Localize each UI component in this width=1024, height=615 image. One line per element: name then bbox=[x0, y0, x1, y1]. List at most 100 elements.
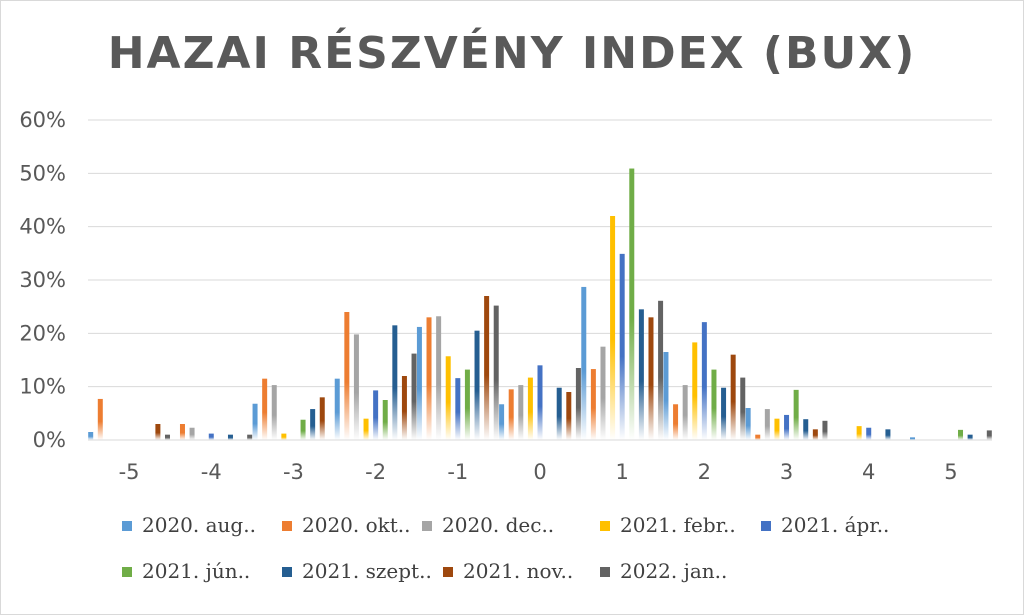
chart-title: HAZAI RÉSZVÉNY INDEX (BUX) bbox=[107, 28, 917, 79]
bar bbox=[701, 322, 707, 440]
legend-label: 2021. jún.. bbox=[142, 559, 250, 583]
bar bbox=[648, 317, 654, 440]
bar bbox=[764, 409, 770, 440]
legend-item: 2022. jan.. bbox=[600, 559, 727, 583]
legend-label: 2021. febr.. bbox=[620, 513, 736, 537]
legend-label: 2021. ápr.. bbox=[781, 513, 889, 537]
legend-label: 2021. nov.. bbox=[463, 559, 573, 583]
bar bbox=[575, 368, 581, 440]
bar bbox=[179, 424, 185, 440]
bar bbox=[464, 369, 470, 440]
bar bbox=[658, 300, 664, 440]
legend-label: 2021. szept.. bbox=[302, 559, 432, 583]
bar bbox=[518, 385, 524, 440]
y-tick-label: 30% bbox=[19, 268, 66, 292]
bar bbox=[436, 316, 442, 440]
bar bbox=[252, 403, 258, 440]
bar bbox=[426, 317, 432, 440]
bar bbox=[97, 398, 103, 440]
bar bbox=[986, 430, 992, 440]
legend-swatch bbox=[422, 521, 432, 531]
legend-item: 2021. szept.. bbox=[282, 559, 432, 583]
bar bbox=[401, 376, 407, 440]
bar bbox=[227, 434, 233, 440]
bar bbox=[692, 342, 698, 440]
legend-swatch bbox=[122, 567, 132, 577]
bar bbox=[247, 434, 253, 440]
bar bbox=[793, 389, 799, 440]
legend-label: 2020. dec.. bbox=[442, 513, 554, 537]
bar bbox=[629, 168, 635, 441]
x-tick-label: -5 bbox=[119, 460, 140, 484]
x-tick-label: 1 bbox=[615, 460, 628, 484]
bar bbox=[566, 392, 572, 440]
bar bbox=[537, 365, 543, 440]
bar bbox=[958, 429, 964, 440]
bar bbox=[363, 418, 369, 440]
bar bbox=[493, 305, 499, 440]
x-tick-label: -3 bbox=[283, 460, 304, 484]
bar bbox=[353, 334, 359, 440]
bar bbox=[755, 434, 761, 440]
bar bbox=[663, 352, 669, 440]
bar bbox=[382, 400, 388, 440]
legend-item: 2020. dec.. bbox=[422, 513, 554, 537]
x-tick-label: 3 bbox=[780, 460, 793, 484]
bar bbox=[556, 387, 562, 440]
bar bbox=[822, 420, 828, 440]
bar bbox=[619, 253, 625, 440]
x-tick-label: 0 bbox=[533, 460, 546, 484]
legend-swatch bbox=[443, 567, 453, 577]
bar bbox=[600, 346, 606, 440]
bar bbox=[856, 426, 862, 440]
bar bbox=[310, 409, 316, 440]
bar bbox=[455, 378, 461, 440]
bar bbox=[164, 434, 170, 440]
bar bbox=[740, 377, 746, 440]
legend-item: 2021. nov.. bbox=[443, 559, 573, 583]
bar bbox=[392, 325, 398, 440]
x-tick-label: 2 bbox=[698, 460, 711, 484]
legend-item: 2021. febr.. bbox=[600, 513, 736, 537]
legend-item: 2020. aug.. bbox=[122, 513, 256, 537]
bar bbox=[774, 418, 780, 440]
bar bbox=[508, 389, 514, 440]
x-tick-label: 4 bbox=[862, 460, 875, 484]
bar bbox=[281, 433, 287, 440]
bar bbox=[638, 309, 644, 440]
x-tick-label: -1 bbox=[447, 460, 468, 484]
bar bbox=[411, 353, 417, 440]
legend-swatch bbox=[761, 521, 771, 531]
bar bbox=[474, 330, 480, 440]
bar bbox=[812, 429, 818, 440]
legend-item: 2021. ápr.. bbox=[761, 513, 889, 537]
legend-label: 2022. jan.. bbox=[620, 559, 727, 583]
legend-swatch bbox=[122, 521, 132, 531]
bar bbox=[527, 377, 533, 440]
bar bbox=[610, 216, 616, 440]
legend-item: 2021. jún.. bbox=[122, 559, 250, 583]
bar bbox=[319, 397, 325, 440]
bar bbox=[88, 432, 94, 440]
bar bbox=[208, 433, 214, 440]
x-tick-label: -4 bbox=[201, 460, 222, 484]
bar bbox=[445, 356, 451, 440]
legend-swatch bbox=[600, 521, 610, 531]
legend-swatch bbox=[282, 521, 292, 531]
bar bbox=[581, 286, 587, 440]
bar bbox=[155, 424, 161, 440]
bar bbox=[730, 354, 736, 440]
bar bbox=[344, 312, 350, 440]
y-tick-label: 10% bbox=[19, 375, 66, 399]
bar bbox=[484, 296, 490, 440]
bar bbox=[711, 369, 717, 440]
y-tick-label: 50% bbox=[19, 161, 66, 185]
bar bbox=[373, 390, 379, 440]
bar bbox=[721, 387, 727, 440]
legend-item: 2020. okt.. bbox=[282, 513, 411, 537]
bar bbox=[262, 378, 268, 440]
y-tick-label: 0% bbox=[33, 428, 66, 452]
legend-swatch bbox=[600, 567, 610, 577]
